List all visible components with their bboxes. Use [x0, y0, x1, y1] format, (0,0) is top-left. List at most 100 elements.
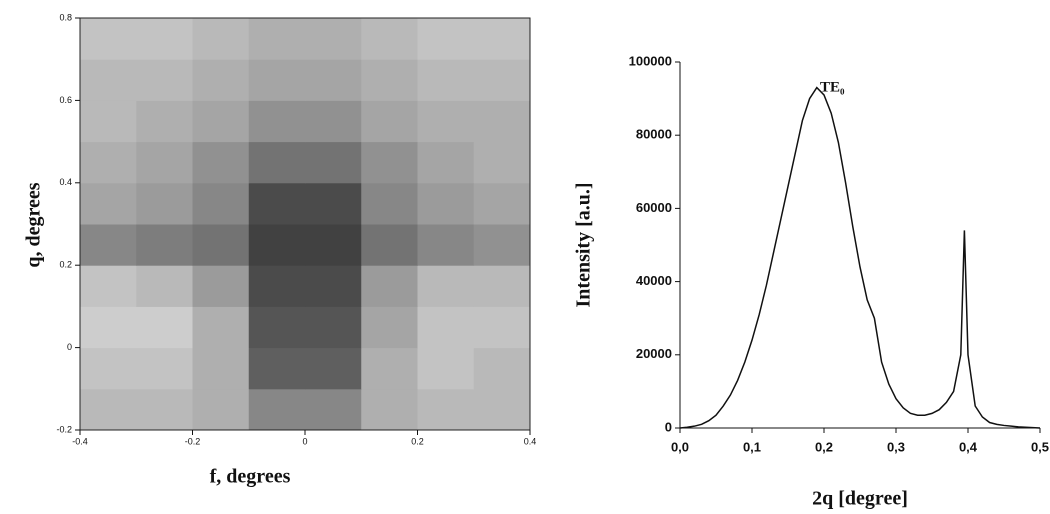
heat-cell	[80, 306, 137, 349]
heat-cell	[136, 388, 193, 431]
x-tick-label: 0,4	[959, 439, 978, 454]
heat-cell	[361, 347, 418, 390]
heat-cell	[192, 265, 250, 307]
heat-cell	[305, 265, 362, 307]
heat-cell	[305, 141, 362, 184]
heat-cell	[361, 306, 418, 349]
heat-cell	[192, 18, 250, 60]
x-tick-label: 0,5	[1031, 439, 1049, 454]
heat-cell	[136, 18, 193, 60]
y-tick-label: 80000	[636, 127, 672, 142]
y-tick-label: 60000	[636, 200, 672, 215]
y-tick-label: 0.8	[59, 12, 72, 22]
heat-cell	[248, 347, 306, 390]
heat-cell	[248, 141, 306, 184]
heat-cell	[136, 265, 193, 307]
x-tick-label: 0	[302, 436, 307, 446]
heat-cell	[473, 141, 531, 184]
y-axis-label: Intensity [a.u.]	[573, 182, 595, 307]
heat-cell	[417, 347, 475, 390]
heat-cell	[80, 100, 137, 143]
heat-cell	[136, 306, 193, 349]
heat-cell	[192, 306, 250, 349]
heat-cell	[192, 347, 250, 390]
x-axis-label: f, degrees	[210, 466, 291, 488]
heat-cell	[192, 224, 250, 266]
x-tick-label: -0.4	[72, 436, 88, 446]
heat-cell	[417, 59, 475, 101]
heat-cell	[361, 265, 418, 307]
heat-cell	[136, 182, 193, 225]
heat-cell	[305, 100, 362, 143]
heat-cell	[473, 100, 531, 143]
heat-cell	[361, 182, 418, 225]
y-tick-label: 100000	[629, 53, 672, 68]
x-axis-label: 2q [degree]	[812, 488, 908, 510]
heat-cell	[473, 265, 531, 307]
heat-cell	[192, 182, 250, 225]
heat-cell	[417, 182, 475, 225]
heat-cell	[417, 224, 475, 266]
y-tick-label: 0.4	[59, 177, 72, 187]
heat-cell	[80, 141, 137, 184]
heat-cell	[417, 265, 475, 307]
heat-cell	[473, 59, 531, 101]
heat-cell	[473, 18, 531, 60]
heat-cell	[80, 347, 137, 390]
heat-cell	[361, 18, 418, 60]
heat-cell	[473, 388, 531, 431]
x-tick-label: 0,2	[815, 439, 833, 454]
heat-cell	[417, 100, 475, 143]
x-tick-label: 0.4	[524, 436, 537, 446]
heat-cell	[248, 306, 306, 349]
heat-cell	[192, 100, 250, 143]
heat-cell	[248, 59, 306, 101]
heat-cell	[473, 347, 531, 390]
x-tick-label: 0,0	[671, 439, 689, 454]
heat-cell	[80, 59, 137, 101]
x-tick-label: -0.2	[185, 436, 201, 446]
heat-cell	[473, 224, 531, 266]
heat-cell	[305, 306, 362, 349]
heat-cell	[305, 347, 362, 390]
heat-cell	[136, 100, 193, 143]
heat-cell	[361, 388, 418, 431]
data-line	[679, 86, 1041, 429]
heat-cell	[248, 224, 306, 266]
heat-cell	[305, 224, 362, 266]
y-tick-label: 0	[665, 419, 672, 434]
heat-cell	[80, 18, 137, 60]
heat-cell	[80, 224, 137, 266]
heat-cell	[80, 388, 137, 431]
heat-cell	[136, 59, 193, 101]
heat-cell	[417, 18, 475, 60]
heat-cell	[192, 388, 250, 431]
y-tick-label: 0.2	[59, 260, 72, 270]
heat-cell	[417, 306, 475, 349]
heat-cell	[80, 182, 137, 225]
y-tick-label: 0.6	[59, 95, 72, 105]
heat-cell	[136, 347, 193, 390]
annotation: TE₀	[820, 79, 845, 95]
heat-cell	[361, 224, 418, 266]
heat-cell	[361, 59, 418, 101]
heat-cell	[248, 100, 306, 143]
heat-cell	[248, 182, 306, 225]
heat-cell	[305, 388, 362, 431]
heat-cell	[473, 306, 531, 349]
heat-cell	[305, 59, 362, 101]
heat-cell	[136, 224, 193, 266]
heat-cell	[192, 59, 250, 101]
x-tick-label: 0,1	[743, 439, 761, 454]
y-tick-label: -0.2	[56, 424, 72, 434]
y-tick-label: 20000	[636, 346, 672, 361]
heat-cell	[136, 141, 193, 184]
y-tick-label: 40000	[636, 273, 672, 288]
heat-cell	[248, 265, 306, 307]
heat-cell	[80, 265, 137, 307]
heat-cell	[417, 141, 475, 184]
heat-cell	[361, 100, 418, 143]
x-tick-label: 0.2	[411, 436, 424, 446]
heat-cell	[417, 388, 475, 431]
